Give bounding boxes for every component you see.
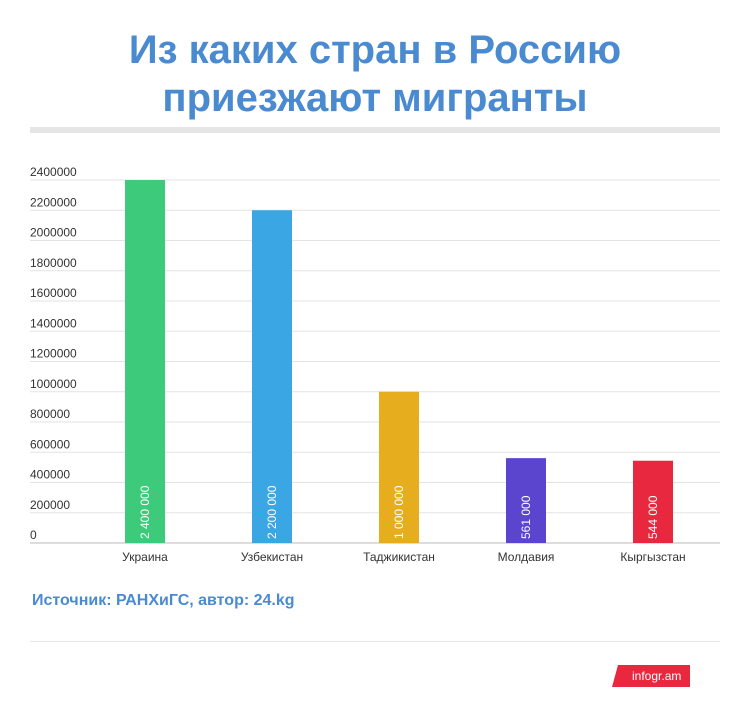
title-divider	[30, 127, 720, 133]
chart-title-line2: приезжают мигранты	[162, 76, 588, 120]
bar	[506, 458, 546, 543]
bar	[379, 391, 419, 543]
bar-data-label: 2 400 000	[138, 485, 152, 539]
y-tick-label: 800000	[30, 407, 70, 421]
bar-data-label: 1 000 000	[392, 485, 406, 539]
x-tick-label: Украина	[122, 550, 168, 564]
x-tick-label: Таджикистан	[363, 550, 435, 564]
bar-data-label: 2 200 000	[265, 485, 279, 539]
x-tick-label: Узбекистан	[241, 550, 303, 564]
y-tick-label: 400000	[30, 468, 70, 482]
y-tick-label: 1200000	[30, 347, 77, 361]
y-tick-label: 2000000	[30, 226, 77, 240]
y-tick-label: 2400000	[30, 165, 77, 179]
bar-data-label: 544 000	[646, 495, 660, 539]
y-tick-label: 1800000	[30, 256, 77, 270]
y-tick-label: 1600000	[30, 286, 77, 300]
x-tick-label: Кыргызстан	[620, 550, 685, 564]
infogram-logo-icon[interactable]	[612, 663, 692, 691]
bar	[125, 180, 165, 543]
bar-chart: 0 200000 400000 600000 800000 1000000 1200000 1…	[30, 165, 720, 564]
y-tick-label: 0	[30, 528, 37, 542]
x-tick-label: Молдавия	[498, 550, 555, 564]
y-tick-label: 200000	[30, 498, 70, 512]
bar	[633, 460, 673, 543]
chart-title-line1: Из каких стран в Россию	[128, 28, 622, 72]
bar-data-label: 561 000	[519, 495, 533, 539]
bar	[252, 210, 292, 543]
y-tick-label: 2200000	[30, 195, 77, 209]
footer-divider	[30, 641, 720, 642]
y-tick-label: 600000	[30, 437, 70, 451]
y-tick-label: 1400000	[30, 316, 77, 330]
y-tick-label: 1000000	[30, 377, 77, 391]
source-note: Источник: РАНХиГС, автор: 24.kg	[32, 592, 295, 609]
chart-title: Из каких стран в Россию приезжают мигран…	[0, 26, 750, 122]
infogram-logo-label[interactable]: infogr.am	[632, 669, 682, 683]
